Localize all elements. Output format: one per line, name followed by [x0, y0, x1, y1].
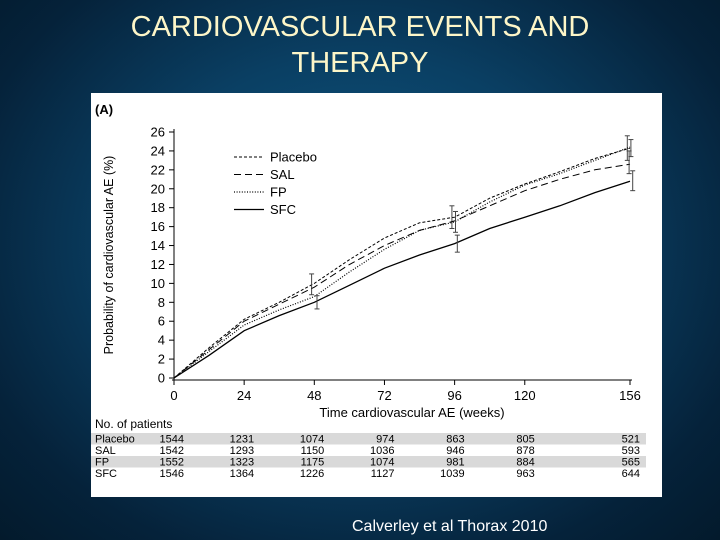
panel-label: (A): [95, 102, 113, 117]
y-tick-label: 12: [151, 257, 165, 272]
patients-table-cell: 1544: [160, 434, 184, 446]
x-tick-label: 72: [377, 388, 391, 403]
chart-panel: (A) 0 2 4 6 8 10 12 14 16 18 20 22 24 26 0 24 48 72 96 120 15…: [91, 93, 662, 497]
y-tick-label: 4: [158, 333, 165, 348]
series-line-sfc: [173, 180, 631, 379]
patients-table-cell: 963: [516, 468, 534, 480]
patients-table-header: No. of patients: [95, 417, 172, 431]
y-axis-label: Probability of cardiovascular AE (%): [102, 156, 116, 355]
patients-table-cell: 1039: [440, 468, 464, 480]
patients-table-cell: 1293: [230, 445, 254, 457]
y-tick-label: 10: [151, 276, 165, 291]
patients-table-cell: 981: [446, 457, 464, 469]
patients-table-row-label: Placebo: [95, 434, 135, 446]
x-tick-label: 120: [514, 388, 536, 403]
x-tick-label: 156: [619, 388, 641, 403]
patients-table-row-bg: [91, 456, 646, 468]
patients-table-cell: 1546: [160, 468, 184, 480]
patients-table-cell: 593: [622, 445, 640, 457]
patients-table-cell: 1036: [370, 445, 394, 457]
legend-label-fp: FP: [270, 185, 287, 200]
patients-table-cell: 1150: [301, 445, 325, 457]
patients-table-cell: 565: [622, 457, 640, 469]
patients-table-cell: 878: [516, 445, 534, 457]
y-tick-label: 24: [151, 143, 165, 158]
y-tick-label: 2: [158, 352, 165, 367]
citation: Calverley et al Thorax 2010: [352, 518, 548, 535]
patients-table-cell: 974: [376, 434, 394, 446]
patients-table-cell: 1175: [301, 457, 325, 469]
patients-table-row-bg: [91, 433, 646, 445]
patients-table-cell: 1231: [230, 434, 254, 446]
legend-label-sal: SAL: [270, 167, 295, 182]
patients-table-cell: 1226: [300, 468, 324, 480]
legend-label-placebo: Placebo: [270, 150, 317, 165]
slide-title-line-1: CARDIOVASCULAR EVENTS AND: [130, 11, 590, 43]
y-tick-label: 18: [151, 200, 165, 215]
patients-table-cell: 1074: [300, 434, 324, 446]
patients-table-cell: 1074: [370, 457, 394, 469]
patients-table-cell: 1542: [160, 445, 184, 457]
x-axis-label: Time cardiovascular AE (weeks): [319, 405, 504, 420]
patients-table-row-label: SAL: [95, 445, 116, 457]
y-tick-label: 8: [158, 295, 165, 310]
series-line-sal: [173, 163, 631, 379]
patients-table-cell: 1364: [230, 468, 254, 480]
legend-label-sfc: SFC: [270, 202, 296, 217]
y-tick-label: 16: [151, 219, 165, 234]
y-tick-label: 26: [151, 125, 165, 140]
patients-table-cell: 946: [446, 445, 464, 457]
patients-table-row-label: FP: [95, 457, 109, 469]
patients-table-cell: 1127: [371, 468, 395, 480]
x-tick-label: 96: [447, 388, 461, 403]
x-tick-label: 48: [307, 388, 321, 403]
patients-table-cell: 1323: [230, 457, 254, 469]
patients-table-cell: 805: [516, 434, 534, 446]
y-tick-label: 0: [158, 371, 165, 386]
y-tick-label: 14: [151, 238, 165, 253]
y-tick-label: 20: [151, 181, 165, 196]
y-tick-label: 22: [151, 162, 165, 177]
patients-table-cell: 884: [516, 457, 534, 469]
x-tick-label: 0: [170, 388, 177, 403]
x-tick-label: 24: [237, 388, 251, 403]
patients-table-cell: 1552: [160, 457, 184, 469]
patients-table-cell: 521: [622, 434, 640, 446]
y-tick-label: 6: [158, 314, 165, 329]
patients-table-cell: 644: [622, 468, 640, 480]
series-line-placebo: [173, 147, 631, 379]
patients-table-row-label: SFC: [95, 468, 117, 480]
slide-title-line-2: THERAPY: [291, 47, 429, 79]
patients-table-cell: 863: [446, 434, 464, 446]
series-line-fp: [173, 146, 631, 379]
